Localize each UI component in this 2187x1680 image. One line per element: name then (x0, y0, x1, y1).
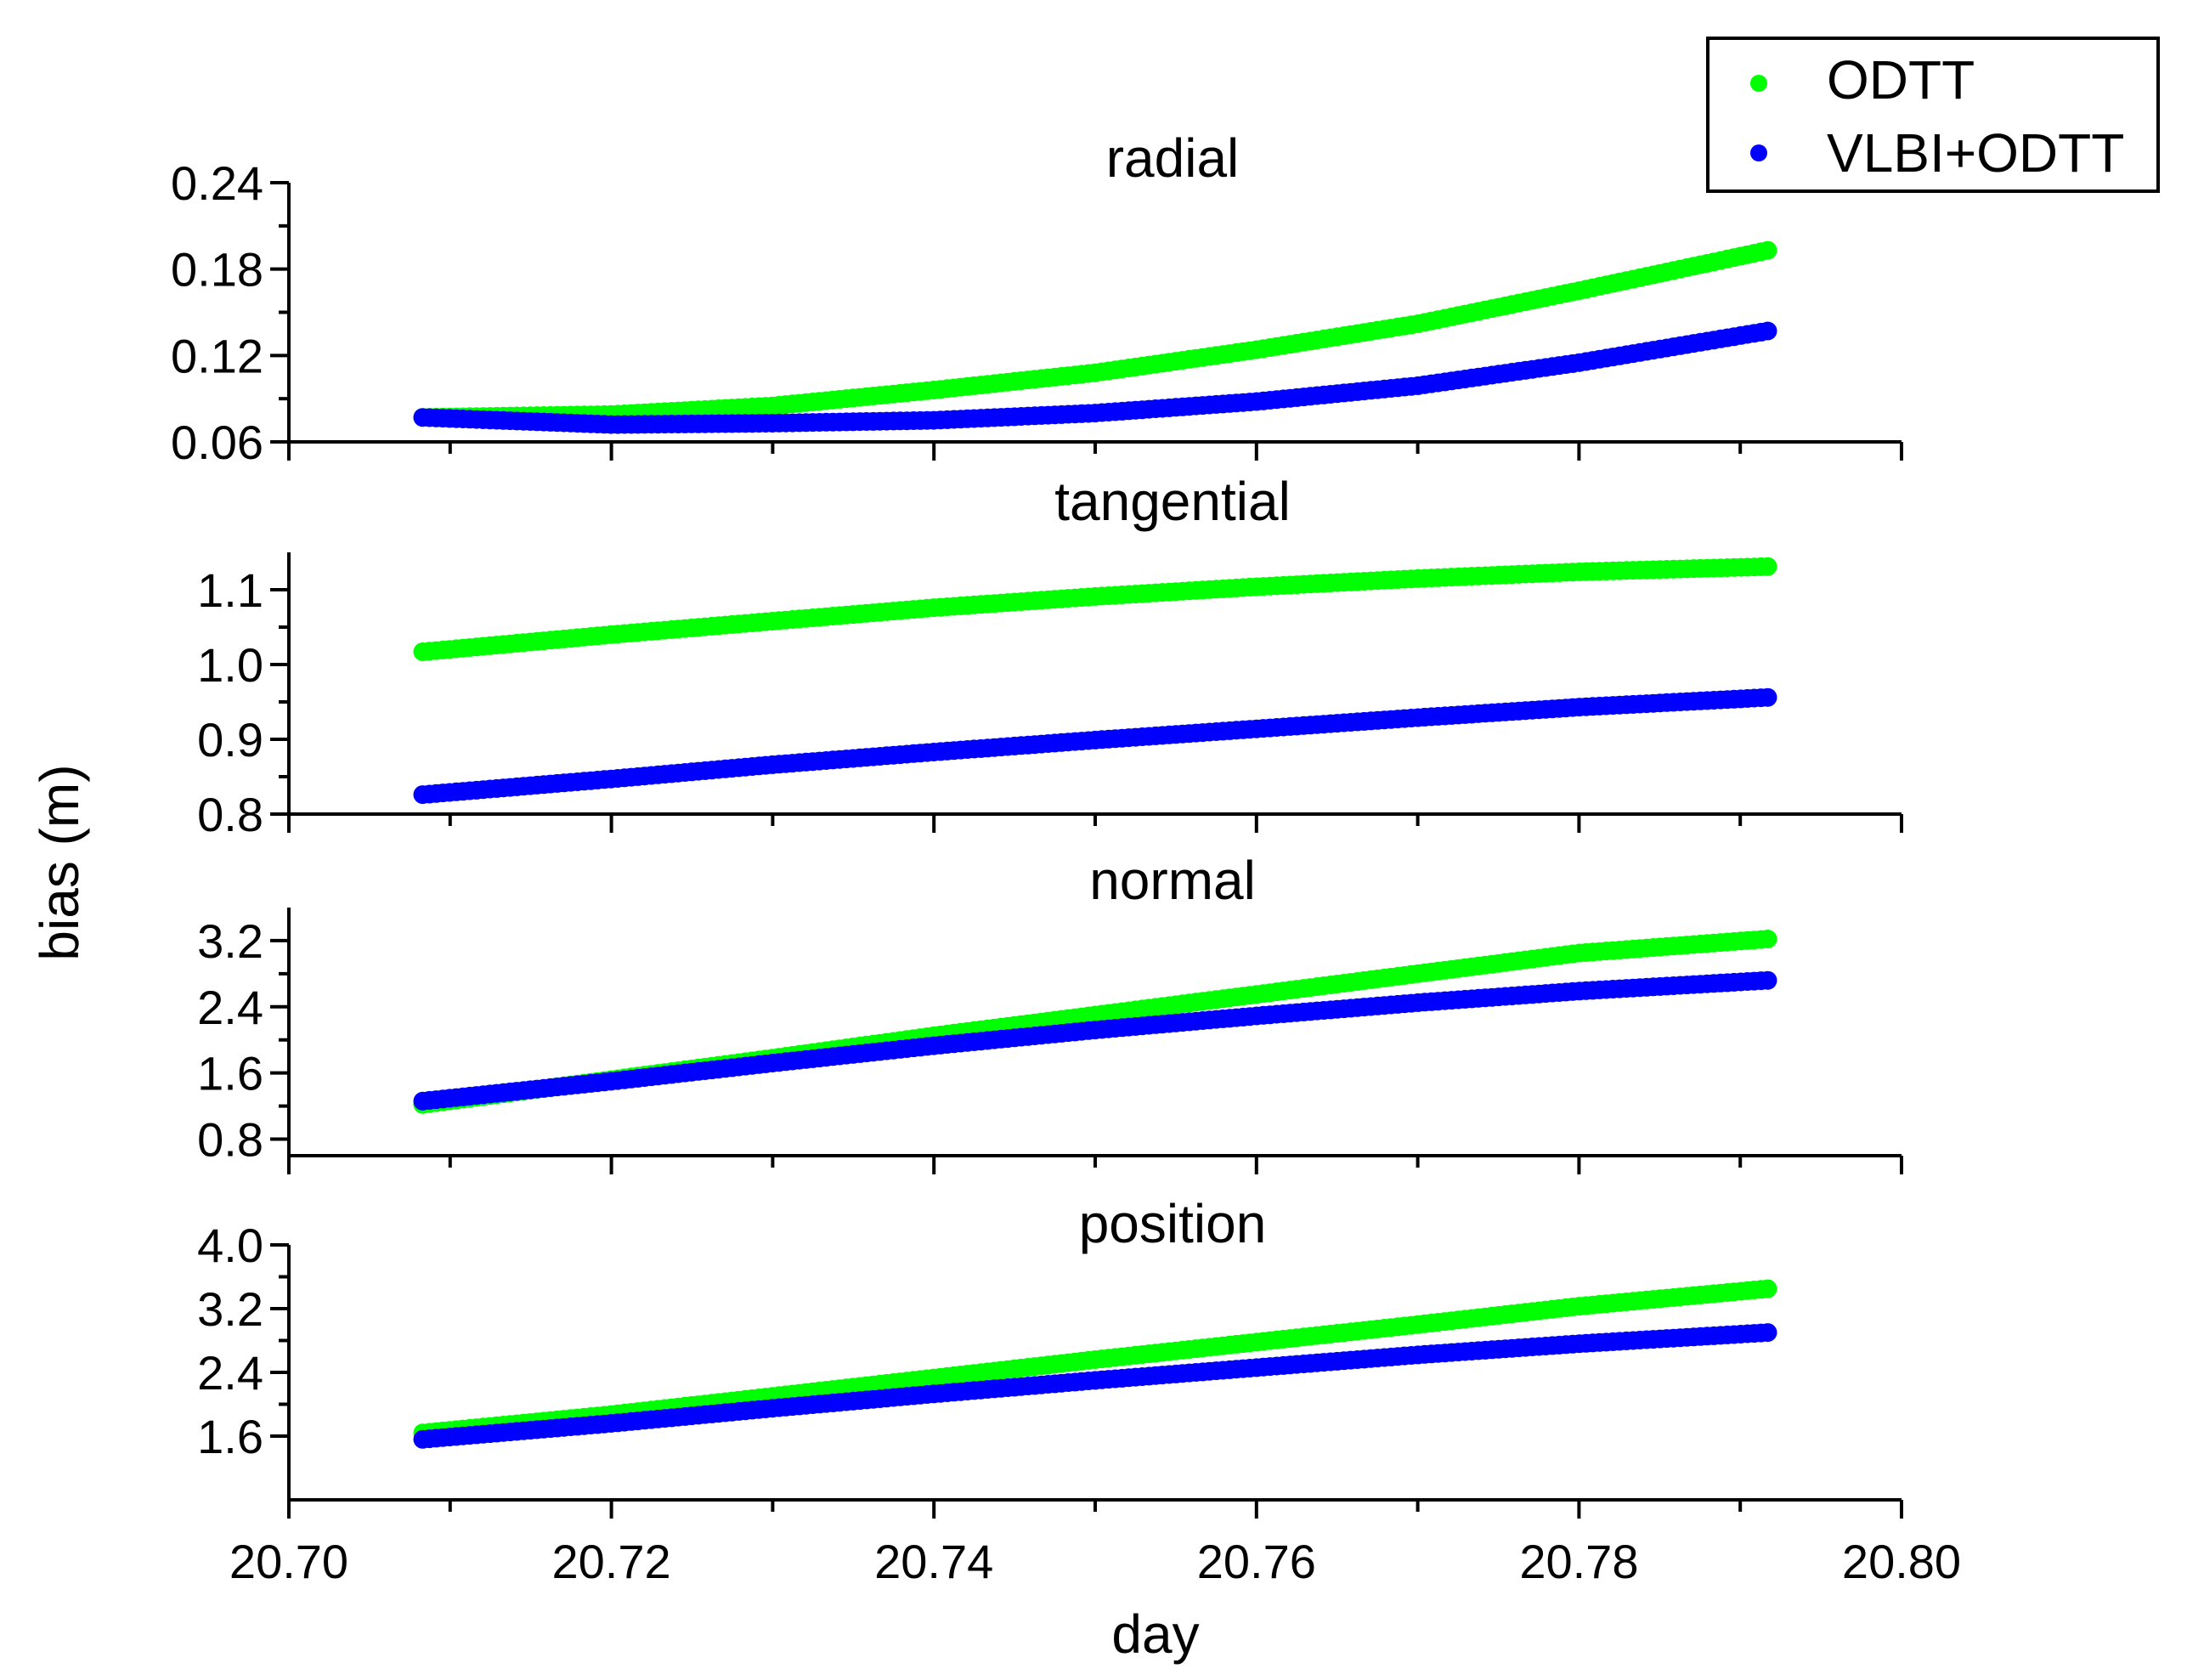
panel-title: position (1079, 1193, 1267, 1254)
y-tick-label: 0.06 (171, 416, 263, 469)
panels-group: 0.06 0.12 0.18 0.24 radial 0.8 0.9 1.0 1.1 tangen… (171, 127, 1961, 1588)
data-point (1758, 687, 1777, 707)
panel-radial: 0.06 0.12 0.18 0.24 radial (171, 127, 1903, 469)
y-tick-label: 1.6 (197, 1047, 263, 1100)
y-tick-label: 1.6 (197, 1410, 263, 1463)
panel-title: normal (1089, 850, 1256, 911)
x-tick-label: 20.76 (1197, 1535, 1316, 1588)
y-tick-label: 4.0 (197, 1219, 263, 1272)
y-tick-label: 2.4 (197, 1346, 263, 1400)
x-tick-label: 20.74 (874, 1535, 993, 1588)
y-tick-label: 0.24 (171, 156, 263, 210)
y-tick-label: 1.1 (197, 563, 263, 617)
series-vlbi-odtt (413, 687, 1777, 805)
y-tick-label: 1.0 (197, 638, 263, 692)
x-tick-label: 20.78 (1519, 1535, 1638, 1588)
x-tick-label: 20.70 (229, 1535, 348, 1588)
y-tick-label: 0.18 (171, 243, 263, 297)
x-tick-label: 20.80 (1842, 1535, 1961, 1588)
y-tick-label: 0.12 (171, 329, 263, 382)
data-point (1758, 930, 1777, 948)
panel-tangential: 0.8 0.9 1.0 1.1 tangential (197, 471, 1903, 841)
panel-normal: 0.8 1.6 2.4 3.2 normal (197, 850, 1903, 1174)
y-tick-label: 3.2 (197, 1282, 263, 1336)
legend-box (1706, 37, 2160, 193)
legend-label-odtt: ODTT (1827, 49, 1975, 110)
y-tick-label: 0.9 (197, 713, 263, 766)
panel-title: radial (1106, 127, 1240, 189)
legend: ODTT VLBI+ODTT (1706, 37, 2160, 193)
y-tick-label: 0.8 (197, 1113, 263, 1167)
series-vlbi-odtt (413, 970, 1777, 1111)
legend-label-vlbi-odtt: VLBI+ODTT (1827, 122, 2124, 184)
y-tick-label: 2.4 (197, 981, 263, 1034)
data-point (1758, 970, 1777, 990)
data-point (1758, 240, 1777, 260)
legend-marker-vlbi-odtt (1750, 144, 1767, 161)
series-odtt (413, 240, 1777, 427)
data-point (1758, 1323, 1777, 1343)
y-tick-label: 0.8 (197, 788, 263, 841)
series-odtt (413, 557, 1777, 661)
data-point (1758, 321, 1777, 341)
series-vlbi-odtt (413, 1323, 1777, 1449)
data-point (1758, 557, 1777, 576)
data-point (1758, 1279, 1777, 1298)
legend-marker-odtt (1750, 75, 1767, 92)
panel-position: 1.6 2.4 3.2 4.0 position (197, 1193, 1903, 1519)
x-tick-label: 20.72 (552, 1535, 671, 1588)
panel-title: tangential (1054, 471, 1291, 532)
series-vlbi-odtt (413, 321, 1777, 434)
x-axis-label: day (1111, 1604, 1199, 1665)
y-tick-label: 3.2 (197, 914, 263, 968)
y-axis-label: bias (m) (29, 764, 90, 960)
